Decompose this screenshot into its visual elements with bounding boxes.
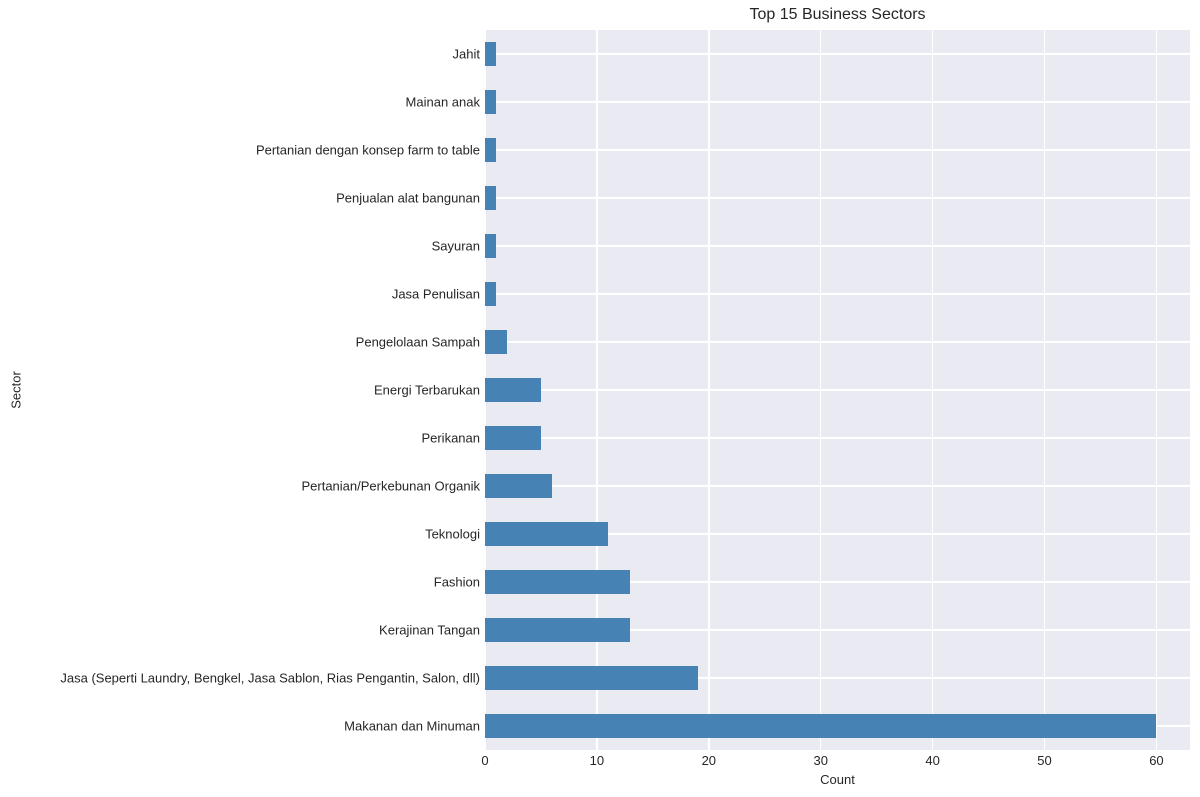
bar: [485, 714, 1157, 738]
x-tick-label: 50: [1037, 753, 1052, 768]
y-axis-label: Sector: [8, 371, 24, 409]
x-tick-label: 20: [701, 753, 717, 768]
y-gridline: [485, 677, 1190, 679]
y-gridline: [485, 629, 1190, 631]
y-tick-label: Penjualan alat bangunan: [336, 190, 480, 206]
y-gridline: [485, 485, 1190, 487]
y-gridline: [485, 149, 1190, 151]
y-tick-label: Pertanian/Perkebunan Organik: [301, 478, 480, 494]
y-tick-label: Jasa (Seperti Laundry, Bengkel, Jasa Sab…: [60, 670, 480, 686]
y-tick-label: Pertanian dengan konsep farm to table: [255, 142, 480, 158]
y-gridline: [485, 245, 1190, 247]
bar: [485, 186, 497, 210]
y-tick-label: Energi Terbarukan: [374, 382, 480, 398]
y-tick-label: Fashion: [433, 574, 480, 590]
y-tick-label: Sayuran: [431, 238, 480, 254]
bar: [485, 378, 541, 402]
x-tick-label: 30: [813, 753, 828, 768]
y-tick-label: Teknologi: [425, 526, 480, 542]
y-tick-label: Pengelolaan Sampah: [355, 334, 480, 350]
y-gridline: [485, 101, 1190, 103]
x-tick-label: 60: [1149, 753, 1164, 768]
bar: [485, 570, 631, 594]
y-gridline: [485, 293, 1190, 295]
bar: [485, 330, 508, 354]
plot-area: [485, 30, 1190, 750]
y-gridline: [485, 197, 1190, 199]
y-tick-label: Jahit: [452, 46, 480, 62]
bar: [485, 90, 497, 114]
y-gridline: [485, 581, 1190, 583]
bar: [485, 522, 609, 546]
chart-title: Top 15 Business Sectors: [749, 6, 926, 23]
x-axis-label: Count: [820, 772, 855, 787]
bar: [485, 138, 497, 162]
bar: [485, 42, 497, 66]
bar: [485, 474, 553, 498]
x-tick-label: 40: [925, 753, 940, 768]
y-tick-label: Mainan anak: [405, 94, 480, 110]
y-gridline: [485, 533, 1190, 535]
bar: [485, 618, 631, 642]
bar: [485, 426, 541, 450]
bar: [485, 666, 698, 690]
x-tick-label: 0: [481, 753, 489, 768]
x-tick-label: 10: [589, 753, 605, 768]
y-tick-label: Perikanan: [421, 430, 480, 446]
y-gridline: [485, 53, 1190, 55]
y-gridline: [485, 389, 1190, 391]
y-tick-label: Jasa Penulisan: [391, 286, 480, 302]
y-tick-label: Makanan dan Minuman: [344, 718, 480, 734]
bar: [485, 234, 497, 258]
y-gridline: [485, 341, 1190, 343]
y-gridline: [485, 437, 1190, 439]
bar: [485, 282, 497, 306]
y-tick-label: Kerajinan Tangan: [379, 622, 480, 638]
